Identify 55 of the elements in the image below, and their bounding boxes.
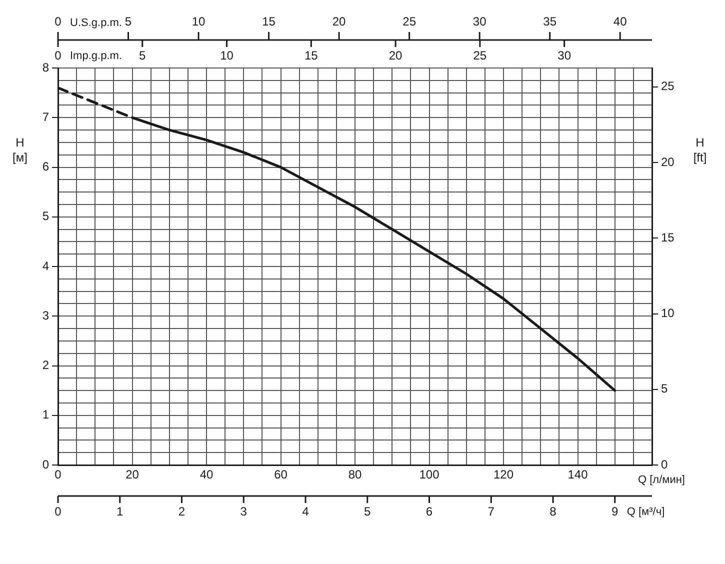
text: Q [м³/ч] bbox=[626, 506, 665, 518]
y2-tick-label: 20 bbox=[661, 154, 675, 169]
x-tick-label: 140 bbox=[568, 468, 588, 482]
x-tick-label: 80 bbox=[348, 468, 362, 482]
y-tick-label: 0 bbox=[42, 457, 50, 472]
y-tick-label: 7 bbox=[42, 110, 50, 124]
text: 20 bbox=[388, 48, 403, 62]
y2-tick-label: 0 bbox=[661, 457, 668, 472]
x2-tick-label: 35 bbox=[543, 14, 557, 28]
text: 5 bbox=[364, 504, 372, 518]
y-tick-label: 3 bbox=[42, 308, 50, 322]
x-tick-label: 0 bbox=[54, 468, 62, 482]
y-axis-title: H [м] bbox=[12, 135, 28, 164]
text: 5 bbox=[139, 48, 146, 62]
text: 0 bbox=[54, 504, 62, 518]
text: 1 bbox=[116, 504, 124, 518]
text: 9 bbox=[612, 504, 619, 518]
x2-tick-label: 20 bbox=[332, 14, 346, 28]
text: 3 bbox=[240, 504, 248, 518]
y2-tick-label: 25 bbox=[661, 79, 675, 94]
x2-tick-label: 40 bbox=[613, 14, 628, 28]
text: 30 bbox=[558, 48, 572, 62]
x2-tick-label: 25 bbox=[402, 14, 416, 28]
text: 7 bbox=[488, 504, 495, 518]
text: 8 bbox=[550, 504, 557, 518]
x-tick-label: 120 bbox=[493, 468, 514, 482]
text: 2 bbox=[178, 504, 186, 518]
x-tick-label: 20 bbox=[126, 468, 140, 482]
text: Imp.g.p.m. bbox=[70, 50, 122, 62]
x2-tick-label: 30 bbox=[472, 14, 487, 28]
y2-tick-label: 5 bbox=[661, 382, 668, 396]
x-tick-label: 60 bbox=[274, 468, 288, 482]
y-tick-label: 1 bbox=[42, 408, 50, 422]
x2-tick-label: 15 bbox=[262, 14, 276, 28]
y-tick-label: 5 bbox=[42, 209, 50, 224]
x2-tick-label: 10 bbox=[192, 14, 206, 28]
x-tick-label: 100 bbox=[419, 468, 440, 482]
y2-axis-title: H [ft] bbox=[693, 135, 707, 164]
y2-tick-label: 15 bbox=[661, 230, 675, 244]
text: 0 bbox=[54, 48, 62, 62]
y-tick-label: 8 bbox=[42, 60, 50, 74]
y-tick-label: 4 bbox=[42, 258, 50, 273]
y2-tick-label: 10 bbox=[661, 306, 675, 320]
text: 15 bbox=[304, 48, 318, 62]
text: 25 bbox=[473, 48, 487, 62]
x2-tick-label: 0 bbox=[54, 14, 62, 28]
x-tick-label: 40 bbox=[200, 468, 214, 482]
y-tick-label: 6 bbox=[42, 160, 50, 174]
x2-tick-label: 5 bbox=[124, 14, 132, 28]
text: 6 bbox=[426, 504, 433, 518]
text: 4 bbox=[302, 504, 310, 518]
y-tick-label: 2 bbox=[42, 358, 50, 372]
x2-axis-title: U.S.g.p.m. bbox=[70, 17, 122, 30]
x-axis-title: Q [л/мин] bbox=[638, 474, 685, 486]
text: 10 bbox=[220, 48, 234, 62]
